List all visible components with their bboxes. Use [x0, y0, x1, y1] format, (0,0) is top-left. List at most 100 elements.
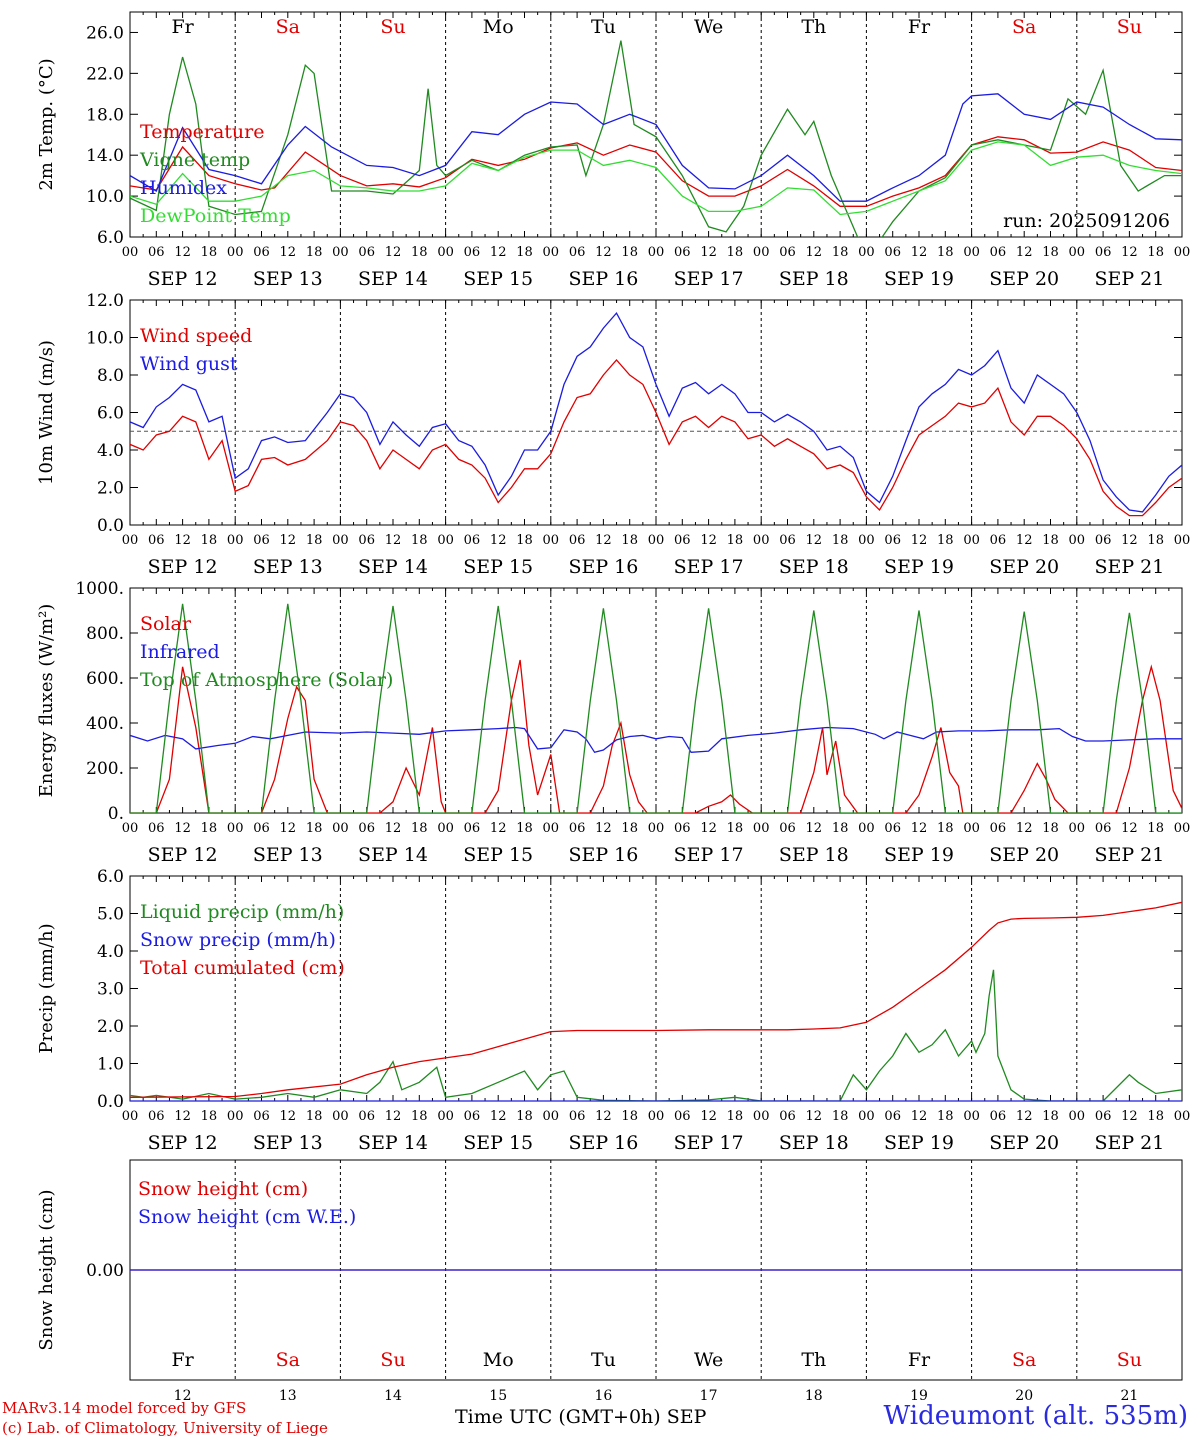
- x-hour-label: 18: [201, 245, 218, 260]
- x-axis-label: Time UTC (GMT+0h): [455, 1406, 661, 1428]
- x-hour-label: 00: [858, 245, 875, 260]
- x-hour-label: 18: [832, 821, 849, 836]
- y-axis-label: Snow height (cm): [36, 1189, 57, 1350]
- x-hour-label: 12: [490, 533, 507, 548]
- x-hour-label: 00: [227, 821, 244, 836]
- x-hour-label: 12: [174, 245, 191, 260]
- x-hour-label: 12: [385, 533, 402, 548]
- x-hour-label: 00: [753, 821, 770, 836]
- series-line-top-of-atmosphere-solar-: [130, 603, 1182, 813]
- x-hour-label: 00: [858, 821, 875, 836]
- x-hour-label: 00: [122, 533, 139, 548]
- x-hour-label: 06: [990, 1109, 1007, 1124]
- legend-entry: Infrared: [140, 641, 220, 663]
- x-hour-label: 12: [280, 245, 297, 260]
- x-hour-label: 18: [516, 821, 533, 836]
- x-hour-label: 18: [727, 821, 744, 836]
- x-hour-label: 00: [1069, 1109, 1086, 1124]
- weekday-label: Mo: [483, 1349, 514, 1371]
- x-hour-label: 00: [858, 1109, 875, 1124]
- x-date-label: SEP 20: [989, 1132, 1059, 1154]
- x-hour-label: 00: [648, 533, 665, 548]
- y-tick-label: 2.0: [97, 479, 124, 499]
- x-hour-label: 00: [332, 245, 349, 260]
- x-hour-label: 18: [832, 245, 849, 260]
- x-hour-label: 18: [306, 533, 323, 548]
- x-hour-label: 06: [569, 1109, 586, 1124]
- x-hour-label: 12: [595, 533, 612, 548]
- y-tick-label: 0.00: [86, 1261, 124, 1281]
- x-hour-label: 18: [516, 533, 533, 548]
- x-hour-label: 00: [543, 245, 560, 260]
- x-hour-label: 06: [569, 245, 586, 260]
- legend-entry: Solar: [140, 613, 192, 635]
- x-hour-label: 00: [437, 821, 454, 836]
- x-hour-label: 06: [253, 533, 270, 548]
- y-tick-label: 12.0: [86, 291, 124, 311]
- x-hour-label: 18: [937, 1109, 954, 1124]
- x-hour-label: 12: [385, 245, 402, 260]
- x-day-number: 15: [489, 1388, 507, 1404]
- x-date-label: SEP 13: [253, 844, 323, 866]
- legend-entry: Total cumulated (cm): [140, 957, 345, 979]
- x-hour-label: 12: [595, 821, 612, 836]
- x-hour-label: 18: [1147, 533, 1164, 548]
- x-hour-label: 00: [332, 1109, 349, 1124]
- x-hour-label: 00: [753, 245, 770, 260]
- x-date-label: SEP 13: [253, 1132, 323, 1154]
- series-line-infrared: [130, 726, 1182, 754]
- x-hour-label: 18: [516, 1109, 533, 1124]
- weekday-label: Su: [1117, 1349, 1142, 1371]
- y-tick-label: 6.0: [97, 404, 124, 424]
- x-hour-label: 12: [490, 821, 507, 836]
- x-date-label: SEP 18: [779, 844, 849, 866]
- x-hour-label: 06: [1095, 1109, 1112, 1124]
- y-tick-label: 6.0: [97, 867, 124, 887]
- weekday-label: Th: [801, 1349, 826, 1371]
- weekday-label: Sa: [276, 16, 300, 38]
- x-hour-label: 12: [385, 821, 402, 836]
- x-hour-label: 12: [1016, 821, 1033, 836]
- x-date-label: SEP 13: [253, 268, 323, 290]
- x-hour-label: 12: [595, 1109, 612, 1124]
- legend-entry: Humidex: [140, 177, 227, 199]
- y-tick-label: 10.0: [86, 187, 124, 207]
- x-day-number: 14: [384, 1388, 402, 1404]
- x-hour-label: 18: [411, 821, 428, 836]
- x-hour-label: 18: [411, 1109, 428, 1124]
- x-hour-label: 00: [437, 533, 454, 548]
- x-date-label: SEP 19: [884, 1132, 954, 1154]
- x-hour-label: 00: [437, 245, 454, 260]
- x-hour-label: 00: [858, 533, 875, 548]
- x-hour-label: 06: [358, 533, 375, 548]
- x-hour-label: 18: [621, 1109, 638, 1124]
- x-hour-label: 18: [1147, 245, 1164, 260]
- x-hour-label: 00: [1069, 245, 1086, 260]
- x-date-label: SEP 16: [568, 268, 638, 290]
- weekday-label: Su: [380, 16, 405, 38]
- run-label: run: 2025091206: [1003, 210, 1170, 232]
- x-date-label: SEP 19: [884, 556, 954, 578]
- y-tick-label: 1000.: [75, 579, 124, 599]
- weekday-label: Su: [380, 1349, 405, 1371]
- y-tick-label: 2.0: [97, 1017, 124, 1037]
- x-hour-label: 00: [1174, 1109, 1191, 1124]
- x-hour-label: 06: [1095, 245, 1112, 260]
- x-date-label: SEP 12: [148, 844, 218, 866]
- x-date-label: SEP 21: [1094, 1132, 1164, 1154]
- y-tick-label: 6.0: [97, 228, 124, 248]
- x-hour-label: 18: [937, 533, 954, 548]
- x-date-label: SEP 14: [358, 844, 428, 866]
- x-hour-label: 00: [122, 245, 139, 260]
- x-day-number: 13: [279, 1388, 297, 1404]
- y-axis-label: 10m Wind (m/s): [36, 340, 57, 485]
- weekday-label: Tu: [591, 16, 616, 38]
- panel-frame: [129, 587, 1183, 814]
- x-hour-label: 18: [306, 821, 323, 836]
- weekday-label: We: [694, 16, 723, 38]
- x-hour-label: 12: [806, 245, 823, 260]
- x-hour-label: 00: [122, 1109, 139, 1124]
- x-hour-label: 18: [1042, 1109, 1059, 1124]
- x-date-label: SEP 12: [148, 556, 218, 578]
